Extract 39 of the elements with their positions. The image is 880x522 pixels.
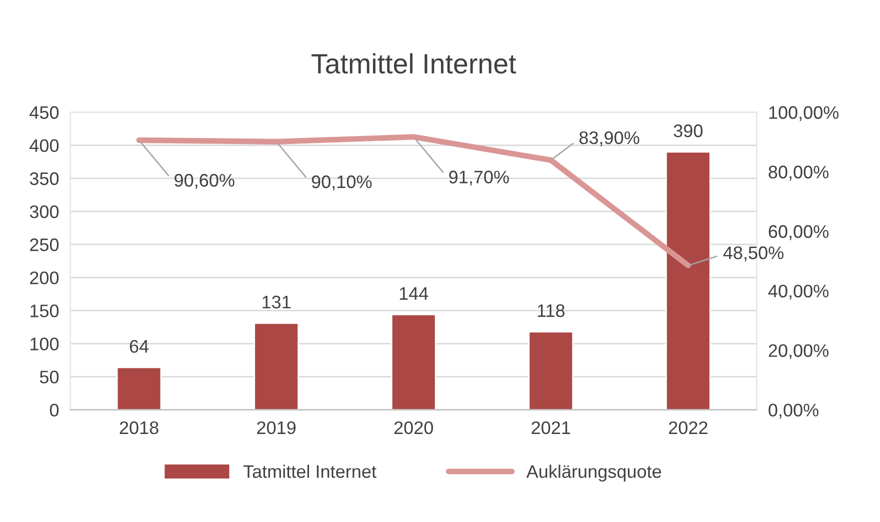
data-label: 131 xyxy=(262,296,291,308)
chart-title: Tatmittel Internet xyxy=(312,53,516,74)
x-tick-label: 2022 xyxy=(668,421,708,434)
y-tick-label: 450 xyxy=(30,106,59,119)
bar xyxy=(666,151,711,410)
data-label: 83,90% xyxy=(579,131,640,146)
y-tick-label: 400 xyxy=(30,139,59,152)
y-tick-label: 200 xyxy=(30,271,59,284)
y-tick-label: 350 xyxy=(30,172,59,186)
data-label: 390 xyxy=(674,124,703,138)
data-label: 144 xyxy=(400,287,428,300)
x-tick-label: 2021 xyxy=(532,421,570,434)
legend-label: Tatmittel Internet xyxy=(243,464,376,478)
bar xyxy=(254,322,299,410)
y2-tick-label: 40,00% xyxy=(768,284,829,300)
data-label: 90,10% xyxy=(312,175,372,190)
x-tick-label: 2018 xyxy=(120,421,158,434)
y2-tick-label: 0,00% xyxy=(768,404,818,419)
y2-tick-label: 100,00% xyxy=(769,106,839,122)
data-label: 118 xyxy=(538,304,564,318)
y-tick-label: 150 xyxy=(30,304,59,318)
y2-tick-label: 60,00% xyxy=(768,225,829,240)
x-tick-label: 2019 xyxy=(257,421,296,434)
y-tick-label: 50 xyxy=(40,370,59,384)
y-tick-label: 100 xyxy=(30,338,59,350)
legend-label: Auklärungsquote xyxy=(526,464,662,482)
data-label: 48,50% xyxy=(723,246,784,262)
x-tick-label: 2020 xyxy=(394,421,433,434)
bar xyxy=(116,366,162,410)
y-tick-label: 300 xyxy=(30,205,59,218)
y-tick-label: 250 xyxy=(30,238,59,252)
data-label: 90,60% xyxy=(174,174,234,189)
bar xyxy=(528,331,574,410)
bar xyxy=(390,314,436,410)
y-tick-label: 0 xyxy=(50,404,59,416)
data-label: 64 xyxy=(130,340,149,353)
y2-tick-label: 80,00% xyxy=(768,166,829,181)
data-label: 91,70% xyxy=(449,170,509,186)
y2-tick-label: 20,00% xyxy=(768,344,829,360)
